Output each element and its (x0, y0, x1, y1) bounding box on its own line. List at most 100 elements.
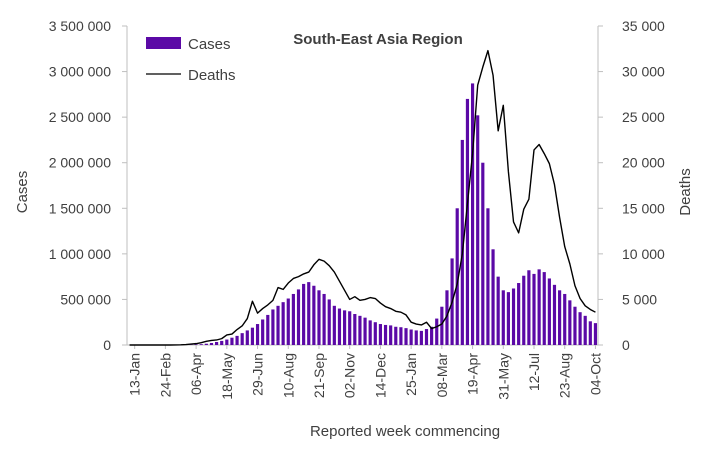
legend-deaths-label: Deaths (188, 67, 236, 84)
cases-bar (373, 322, 377, 345)
cases-bar (440, 306, 444, 345)
cases-bar (225, 339, 229, 345)
cases-bar (322, 293, 326, 345)
y-right-tick-label: 15 000 (622, 200, 665, 216)
cases-bar (511, 288, 516, 345)
cases-bar (558, 290, 562, 345)
cases-bar (209, 342, 214, 345)
cases-bar (383, 324, 388, 345)
cases-bar (312, 285, 316, 345)
x-tick-label: 06-Apr (188, 353, 204, 395)
y-right-tick-label: 20 000 (622, 155, 665, 171)
x-tick-label: 24-Feb (157, 353, 173, 398)
x-tick-label: 14-Dec (372, 353, 388, 398)
cases-bar (491, 249, 495, 345)
deaths-line-layer (129, 49, 596, 346)
cases-bar (537, 269, 541, 345)
cases-bar (486, 208, 490, 345)
cases-bar (435, 318, 439, 345)
cases-bar (583, 315, 587, 345)
cases-bar (481, 162, 485, 345)
cases-bar (317, 290, 321, 345)
x-tick-label: 23-Aug (557, 353, 573, 398)
y-left-tick-label: 1 500 000 (49, 200, 111, 216)
chart-title: South-East Asia Region (293, 31, 462, 48)
cases-bar (419, 330, 423, 345)
y-left-tick-label: 500 000 (60, 291, 111, 307)
y-axis-right-label: Deaths (677, 168, 694, 216)
x-tick-label: 02-Nov (342, 353, 358, 398)
y-right-tick-label: 5 000 (622, 291, 657, 307)
cases-bar (517, 283, 521, 345)
cases-bar (445, 290, 449, 345)
cases-bar (348, 311, 352, 345)
cases-bar (368, 320, 372, 345)
cases-bar (404, 328, 408, 345)
cases-bar (296, 289, 301, 345)
y-left-tick-label: 3 000 000 (49, 64, 111, 80)
x-tick-label: 21-Sep (311, 353, 327, 398)
cases-bar (414, 330, 418, 345)
cases-bar (378, 324, 383, 345)
cases-bar (470, 83, 475, 346)
cases-bar (568, 300, 572, 345)
cases-bar (230, 337, 234, 345)
x-tick-label: 18-May (219, 353, 235, 400)
cases-bar (409, 329, 413, 345)
cases-bar (358, 315, 362, 345)
cases-bar (235, 335, 239, 345)
cases-bar (307, 282, 311, 345)
cases-bar (522, 275, 526, 345)
cases-bar (465, 98, 470, 346)
cases-bar (337, 308, 342, 345)
cases-bar (291, 293, 295, 345)
cases-bar (204, 343, 208, 345)
y-left-tick-label: 2 500 000 (49, 109, 111, 125)
x-tick-label: 19-Apr (465, 353, 481, 395)
cases-bar (199, 344, 203, 345)
cases-bar (255, 324, 260, 345)
y-right-tick-label: 35 000 (622, 18, 665, 34)
cases-bar (281, 302, 285, 345)
tick-labels: 0 0 500 000 5 000 1 000 000 10 000 1 500 000 15… (49, 18, 665, 400)
cases-bar (327, 299, 331, 345)
legend-cases-label: Cases (188, 36, 231, 53)
cases-bar (593, 323, 598, 345)
deaths-line (129, 49, 596, 346)
y-left-tick-label: 1 000 000 (49, 246, 111, 262)
cases-bar (496, 276, 500, 345)
cases-bar (266, 314, 270, 345)
cases-bar (430, 326, 434, 345)
cases-bar (424, 329, 429, 345)
cases-bar (506, 292, 510, 345)
cases-bar (588, 321, 592, 345)
y-left-tick-label: 3 500 000 (49, 18, 111, 34)
y-right-tick-label: 10 000 (622, 246, 665, 262)
y-left-tick-label: 0 (103, 337, 111, 353)
cases-bar (542, 272, 546, 345)
y-axis-left-label: Cases (14, 171, 31, 214)
cases-bar (240, 333, 244, 345)
y-right-tick-label: 25 000 (622, 109, 665, 125)
x-tick-label: 25-Jan (403, 353, 419, 396)
cases-bar (353, 314, 357, 345)
cases-bar (552, 284, 557, 345)
x-axis-label: Reported week commencing (310, 423, 500, 440)
x-tick-label: 04-Oct (587, 353, 603, 395)
x-tick-label: 13-Jan (127, 353, 143, 396)
cases-bar (363, 317, 367, 345)
cases-bar (460, 139, 464, 345)
cases-bar (342, 310, 347, 345)
cases-bar (578, 312, 582, 345)
cases-bar (394, 326, 398, 345)
cases-bar (261, 319, 265, 345)
cases-bar (455, 208, 459, 345)
y-right-tick-label: 0 (622, 337, 630, 353)
cases-bar (532, 273, 536, 345)
cases-bar (389, 325, 393, 345)
cases-bar (220, 340, 224, 345)
cases-bar (501, 290, 505, 345)
cases-bar (547, 278, 551, 345)
cases-bar (194, 344, 198, 345)
cases-bar (276, 305, 280, 345)
